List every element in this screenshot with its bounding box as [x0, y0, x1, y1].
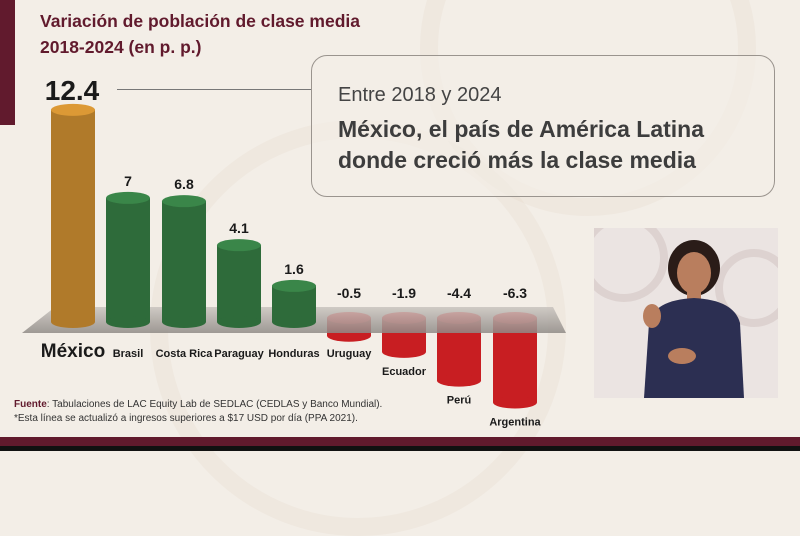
bar-bottom-cap [217, 316, 261, 328]
value-label: -0.5 [337, 285, 361, 301]
bar-bottom-cap [382, 345, 426, 358]
leader-line [117, 89, 312, 90]
category-label: Brasil [113, 348, 144, 360]
bar-top-cap [217, 239, 261, 252]
bottom-edge [0, 446, 800, 451]
category-label: Costa Rica [156, 348, 214, 360]
value-label: -6.3 [503, 285, 527, 301]
title-line-2: 2018-2024 (en p. p.) [40, 37, 202, 57]
bar-brasil [106, 191, 150, 328]
headline-line-2: donde creció más la clase media [338, 147, 696, 173]
category-label: Paraguay [214, 348, 264, 360]
bar-bottom-cap [106, 316, 150, 328]
title-line-1: Variación de población de clase media [40, 11, 360, 31]
footnote: *Esta línea se actualizó a ingresos supe… [14, 413, 358, 424]
chart-footer: Fuente: Tabulaciones de LAC Equity Lab d… [14, 398, 382, 426]
bar-top-cap [272, 279, 316, 292]
category-label: Perú [447, 395, 471, 407]
bar-paraguay [217, 239, 261, 328]
category-label: Honduras [268, 348, 319, 360]
value-label: -1.9 [392, 285, 416, 301]
callout-subtitle: Entre 2018 y 2024 [338, 84, 502, 106]
bar-top-cap [162, 195, 206, 208]
bar-méxico [51, 103, 95, 328]
bar-body [51, 109, 95, 322]
category-label: México [41, 341, 105, 362]
bar-bottom-cap [51, 316, 95, 328]
bar-top-cap [106, 191, 150, 204]
brand-accent-bar [0, 0, 15, 125]
bar-honduras [272, 279, 316, 328]
value-label: 6.8 [174, 176, 194, 192]
bottom-brand-band [0, 437, 800, 446]
category-label: Uruguay [327, 348, 373, 360]
bar-body [272, 285, 316, 322]
bar-body [217, 245, 261, 322]
bar-chart: 12.4 México 7 Brasil 6.8 Costa Rica 4.1 Paragua… [22, 75, 566, 428]
sign-language-interpreter-video [594, 228, 778, 398]
bar-costa-rica [162, 195, 206, 328]
bar-bottom-cap [493, 396, 537, 409]
bar-bottom-cap [272, 316, 316, 328]
callout-box: Entre 2018 y 2024 México, el país de Amé… [311, 55, 775, 197]
bar-bottom-cap [437, 374, 481, 387]
value-label: 1.6 [284, 261, 304, 277]
source-note: Fuente: Tabulaciones de LAC Equity Lab d… [14, 398, 382, 412]
source-label: Fuente [14, 399, 47, 410]
value-label: 12.4 [45, 75, 100, 106]
interpreter-figure [594, 228, 778, 398]
headline-line-1: México, el país de América Latina [338, 116, 705, 142]
value-label: -4.4 [447, 285, 471, 301]
chart-title: Variación de población de clase media 20… [40, 8, 360, 60]
bar-body [106, 197, 150, 322]
category-label: Ecuador [382, 366, 427, 378]
bar-bottom-cap [162, 316, 206, 328]
callout-headline: México, el país de América Latina donde … [338, 114, 704, 176]
category-label: Argentina [489, 416, 541, 428]
bar-top-cap [51, 103, 95, 116]
source-text: : Tabulaciones de LAC Equity Lab de SEDL… [46, 399, 383, 410]
value-label: 7 [124, 173, 132, 189]
value-label: 4.1 [229, 220, 249, 236]
bar-body [162, 201, 206, 322]
